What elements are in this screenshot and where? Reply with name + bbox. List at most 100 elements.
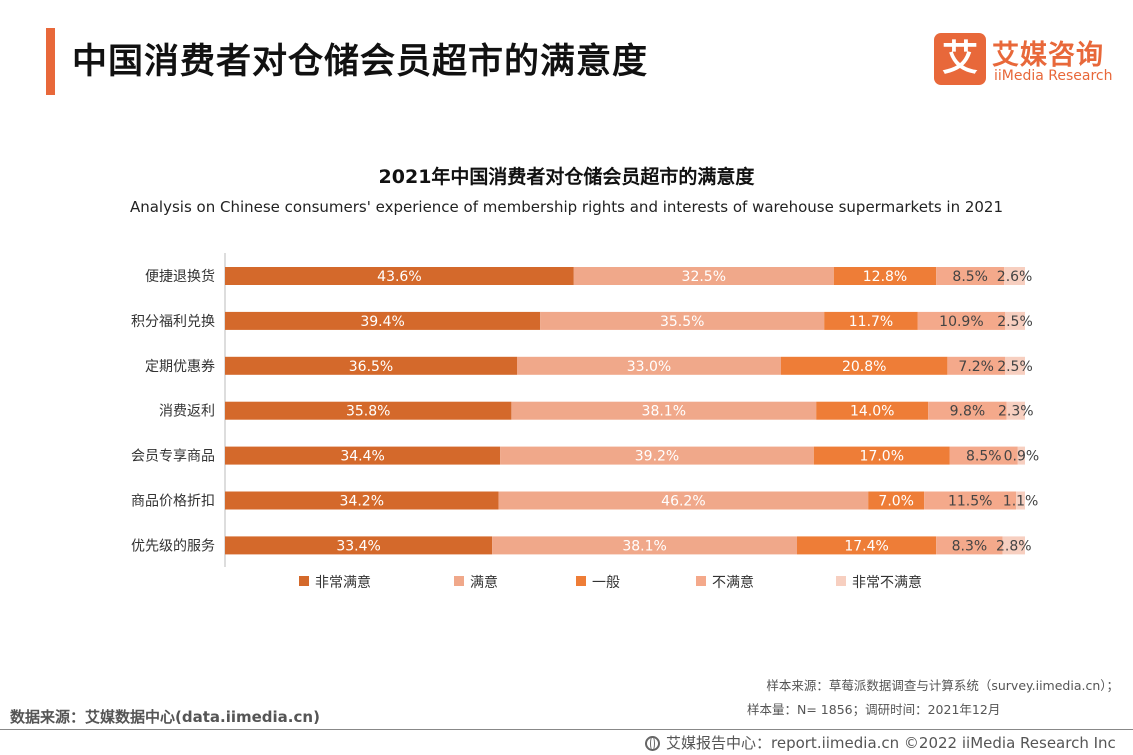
bar-segment: [868, 491, 925, 510]
data-label: 10.9%: [939, 314, 983, 330]
bar-segment: [797, 536, 937, 555]
bar-segment: [824, 311, 918, 330]
title-accent-bar: [46, 28, 55, 95]
bar-segment: [928, 401, 1007, 420]
data-label: 43.6%: [377, 269, 421, 285]
data-label: 7.0%: [878, 494, 914, 510]
bar-segment: [1016, 491, 1025, 510]
bar-segment: [492, 536, 797, 555]
data-label: 35.5%: [660, 314, 704, 330]
footer-divider: [0, 729, 1133, 730]
data-label: 2.6%: [997, 269, 1033, 285]
legend-label: 非常不满意: [852, 574, 922, 591]
bar-segment: [813, 446, 950, 465]
bar-segment: [225, 491, 499, 510]
bar-segment: [833, 267, 937, 285]
bar-segment: [498, 491, 869, 510]
logo-name-cn: 艾媒咨询: [992, 40, 1104, 71]
chart-title: 2021年中国消费者对仓储会员超市的满意度: [378, 166, 755, 188]
data-source-note: 数据来源：艾媒数据中心(data.iimedia.cn): [10, 708, 320, 726]
legend-swatch: [576, 576, 586, 586]
bar-segment: [573, 267, 834, 285]
legend-label: 非常满意: [315, 574, 371, 591]
footer: 艾媒报告中心：report.iimedia.cn ©2022 iiMedia R…: [645, 732, 1116, 753]
bar-segment: [1017, 446, 1025, 465]
chart-subtitle: Analysis on Chinese consumers' experienc…: [129, 198, 1004, 216]
category-label: 商品价格折扣: [131, 494, 215, 510]
data-label: 39.4%: [360, 314, 404, 330]
legend-swatch: [696, 576, 706, 586]
data-label: 8.3%: [952, 538, 988, 554]
bar-segment: [1004, 267, 1025, 285]
data-label: 8.5%: [966, 449, 1002, 465]
data-label: 20.8%: [842, 359, 886, 375]
data-label: 1.1%: [1003, 494, 1039, 510]
data-label: 12.8%: [863, 269, 907, 285]
bar-segment: [1005, 356, 1025, 375]
bar-segment: [781, 356, 948, 375]
data-label: 2.3%: [998, 404, 1034, 420]
logo-mark-icon: 艾: [934, 33, 986, 85]
data-label: 33.4%: [336, 538, 380, 554]
data-label: 8.5%: [952, 269, 988, 285]
bar-segment: [936, 536, 1003, 555]
logo-name-en: iiMedia Research: [994, 68, 1113, 84]
data-label: 34.2%: [340, 494, 384, 510]
legend-label: 一般: [592, 575, 620, 591]
data-label: 2.5%: [997, 314, 1033, 330]
bar-segment: [511, 401, 817, 420]
data-label: 11.5%: [948, 494, 992, 510]
legend-label: 不满意: [712, 574, 754, 591]
data-label: 33.0%: [627, 359, 671, 375]
bar-segment: [1005, 311, 1025, 330]
data-label: 35.8%: [346, 404, 390, 420]
bar-segment: [225, 446, 501, 465]
bar-segment: [816, 401, 929, 420]
data-label: 36.5%: [349, 359, 393, 375]
globe-icon: [645, 736, 660, 751]
category-label: 便捷退换货: [145, 268, 215, 285]
data-label: 17.4%: [844, 538, 888, 554]
data-label: 2.8%: [996, 538, 1032, 554]
legend-label: 满意: [470, 574, 498, 591]
category-label: 会员专享商品: [131, 448, 215, 465]
sample-source-note: 样本来源：草莓派数据调查与计算系统（survey.iimedia.cn）；: [766, 678, 1119, 693]
bar-segment: [917, 311, 1005, 330]
data-label: 2.5%: [997, 359, 1033, 375]
legend-swatch: [299, 576, 309, 586]
data-label: 11.7%: [849, 314, 893, 330]
page-title: 中国消费者对仓储会员超市的满意度: [72, 42, 649, 82]
data-label: 7.2%: [958, 359, 994, 375]
bar-segment: [936, 267, 1005, 285]
footer-text: 艾媒报告中心：report.iimedia.cn ©2022 iiMedia R…: [666, 734, 1116, 752]
legend-swatch: [836, 576, 846, 586]
bar-segment: [924, 491, 1017, 510]
category-label: 积分福利兑换: [131, 313, 215, 330]
category-label: 消费返利: [159, 404, 215, 420]
bar-segment: [225, 536, 493, 555]
bar-segment: [1002, 536, 1025, 555]
bar-segment: [225, 401, 512, 420]
iimedia-logo: 艾 艾媒咨询 iiMedia Research: [934, 33, 1124, 87]
bar-segment: [947, 356, 1005, 375]
data-label: 46.2%: [661, 494, 705, 510]
data-label: 32.5%: [682, 269, 726, 285]
sample-size-note: 样本量：N= 1856；调研时间：2021年12月: [747, 702, 1001, 717]
data-label: 17.0%: [860, 449, 904, 465]
data-label: 34.4%: [340, 449, 384, 465]
category-label: 优先级的服务: [131, 538, 215, 554]
data-label: 0.9%: [1004, 449, 1040, 465]
bar-segment: [1006, 401, 1025, 420]
bar-segment: [949, 446, 1018, 465]
data-label: 39.2%: [635, 449, 679, 465]
bar-segment: [500, 446, 814, 465]
data-label: 9.8%: [950, 404, 986, 420]
data-label: 14.0%: [850, 404, 894, 420]
legend-swatch: [454, 576, 464, 586]
stacked-bar-chart: 便捷退换货 43.6% 32.5% 12.8% 8.5% 2.6% 积分福利兑换 39.4% 3…: [131, 253, 1040, 591]
bar-segment: [225, 311, 541, 330]
bar-segment: [225, 356, 517, 375]
bar-segment: [225, 267, 574, 285]
data-label: 38.1%: [622, 538, 666, 554]
bar-segment: [517, 356, 781, 375]
